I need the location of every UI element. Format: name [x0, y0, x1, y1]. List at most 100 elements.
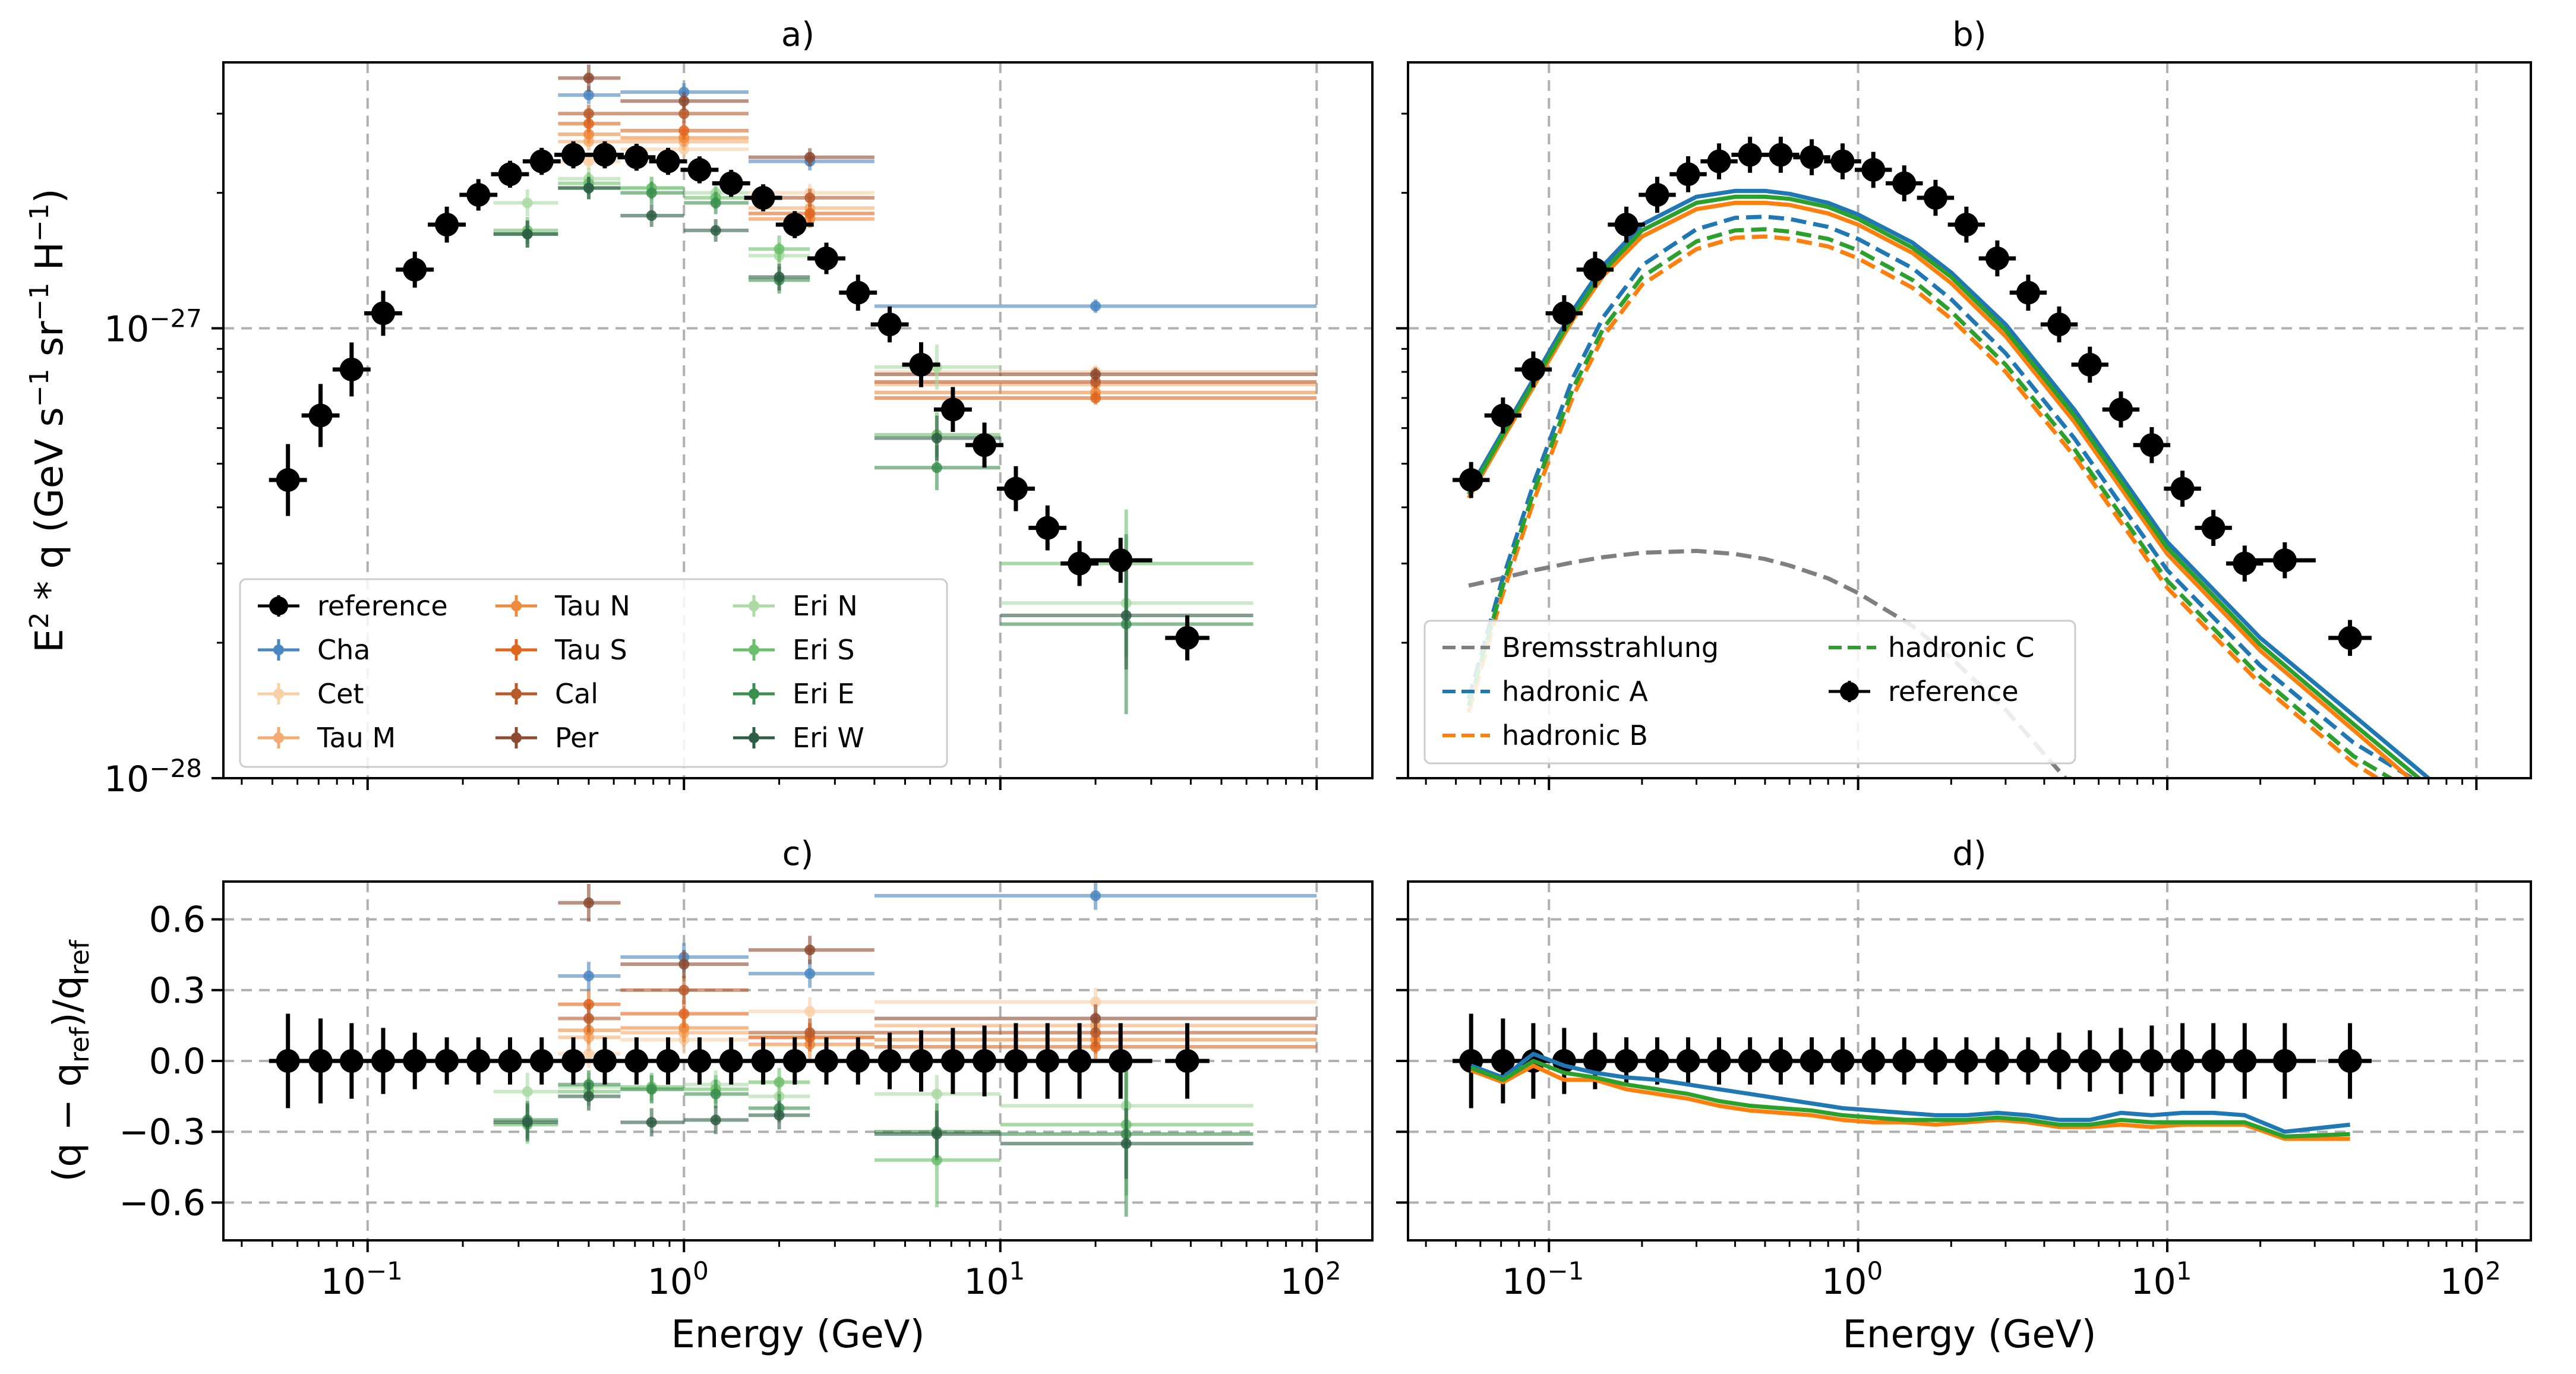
data-point [522, 1117, 533, 1128]
data-point [1036, 516, 1060, 540]
data-point [973, 1049, 997, 1073]
data-point [2170, 476, 2195, 501]
data-point [804, 1006, 816, 1017]
series-reference [1452, 137, 2372, 656]
y-tick-label: 10−28 [104, 754, 202, 800]
data-point [710, 197, 721, 209]
data-point [1830, 149, 1855, 173]
y-tick-label: 0.0 [149, 1041, 206, 1082]
legend-marker [273, 688, 284, 699]
y-axis-label-c: (q − qref)/qref [46, 939, 95, 1182]
data-point [1707, 1049, 1731, 1073]
data-point [751, 185, 775, 210]
data-point [1003, 1049, 1028, 1073]
legend-marker [1840, 682, 1859, 701]
legend-label: Eri N [793, 590, 858, 622]
x-axis-label-d: Energy (GeV) [1842, 1313, 2096, 1357]
x-tick-label: 100 [1821, 1256, 1883, 1303]
legend-marker [511, 645, 522, 655]
legend-label: reference [317, 590, 448, 622]
axes-frame-b [1407, 61, 2532, 779]
data-point [646, 1084, 657, 1095]
data-point [1954, 213, 1978, 237]
data-point [583, 72, 594, 84]
data-point [339, 357, 364, 381]
data-point [403, 1049, 427, 1073]
data-point [498, 162, 522, 187]
data-point [583, 897, 594, 908]
data-point [2170, 1049, 2195, 1073]
axes-frame-a [222, 61, 1374, 779]
legend-entry: Eri W [733, 722, 864, 754]
data-point [909, 1049, 933, 1073]
legend-label: hadronic B [1502, 719, 1648, 751]
data-point [583, 89, 594, 100]
data-point [339, 1049, 364, 1073]
data-point [276, 1049, 300, 1073]
data-point [774, 244, 785, 255]
legend-box [239, 578, 948, 768]
data-point [498, 1049, 522, 1073]
legend-label: reference [1888, 675, 2019, 707]
data-point [646, 187, 657, 198]
data-point [1645, 1049, 1669, 1073]
data-point [973, 433, 997, 457]
data-point [710, 225, 721, 236]
data-point [846, 280, 870, 305]
legend-entry: hadronic B [1442, 719, 1648, 751]
data-point [2272, 548, 2297, 573]
data-point [774, 1110, 785, 1121]
data-point [561, 1049, 586, 1073]
data-point [1738, 1049, 1762, 1073]
data-point [1892, 1049, 1917, 1073]
series-reference [1452, 1013, 2372, 1108]
y-tick-label: 0.3 [149, 970, 206, 1012]
x-tick-label: 10−1 [321, 1256, 403, 1303]
data-point [815, 247, 839, 271]
data-point [1090, 1013, 1101, 1024]
line-hadronic-b [1466, 234, 2382, 778]
data-point [583, 156, 594, 167]
line-total-a [1467, 188, 2430, 778]
data-point [1120, 610, 1132, 621]
panel-d: 10−1 100 101 102 d) [1396, 835, 2532, 1303]
data-point [804, 968, 816, 979]
legend-entry: Bremsstrahlung [1442, 631, 1719, 664]
legend-label: Eri E [793, 678, 854, 710]
data-point [710, 1114, 721, 1126]
data-point [2233, 1049, 2257, 1073]
legend-b: Bremsstrahlung hadronic A hadronic B hadron… [1423, 620, 2076, 765]
data-point [624, 145, 649, 169]
data-point [583, 118, 594, 129]
data-point [529, 149, 554, 173]
data-point [656, 149, 680, 173]
y-tick-label: −0.3 [119, 1111, 206, 1153]
data-point [931, 1129, 942, 1140]
legend-marker [749, 601, 759, 611]
data-point [2233, 551, 2257, 576]
data-point [1090, 301, 1101, 312]
data-point [678, 1008, 690, 1019]
legend-marker [749, 645, 759, 655]
data-point [308, 1049, 333, 1073]
data-point [2139, 433, 2164, 457]
data-point [877, 312, 902, 337]
legend-label: Cha [317, 634, 370, 666]
data-point [940, 397, 965, 422]
data-point [804, 208, 816, 219]
legend-entry: hadronic A [1442, 675, 1648, 707]
data-point [1583, 1049, 1607, 1073]
panel-title-b: b) [1952, 15, 1986, 54]
data-point [1830, 1049, 1855, 1073]
data-point [656, 1049, 680, 1073]
ticks-c [211, 918, 1318, 1252]
data-point [1707, 149, 1731, 173]
legend-marker [511, 688, 522, 699]
data-point [583, 970, 594, 981]
legend-marker [273, 732, 284, 743]
data-point [1109, 548, 1133, 573]
data-point [1614, 1049, 1639, 1073]
data-point [1923, 185, 1947, 210]
data-point [2272, 1049, 2297, 1073]
legend-marker [511, 732, 522, 743]
